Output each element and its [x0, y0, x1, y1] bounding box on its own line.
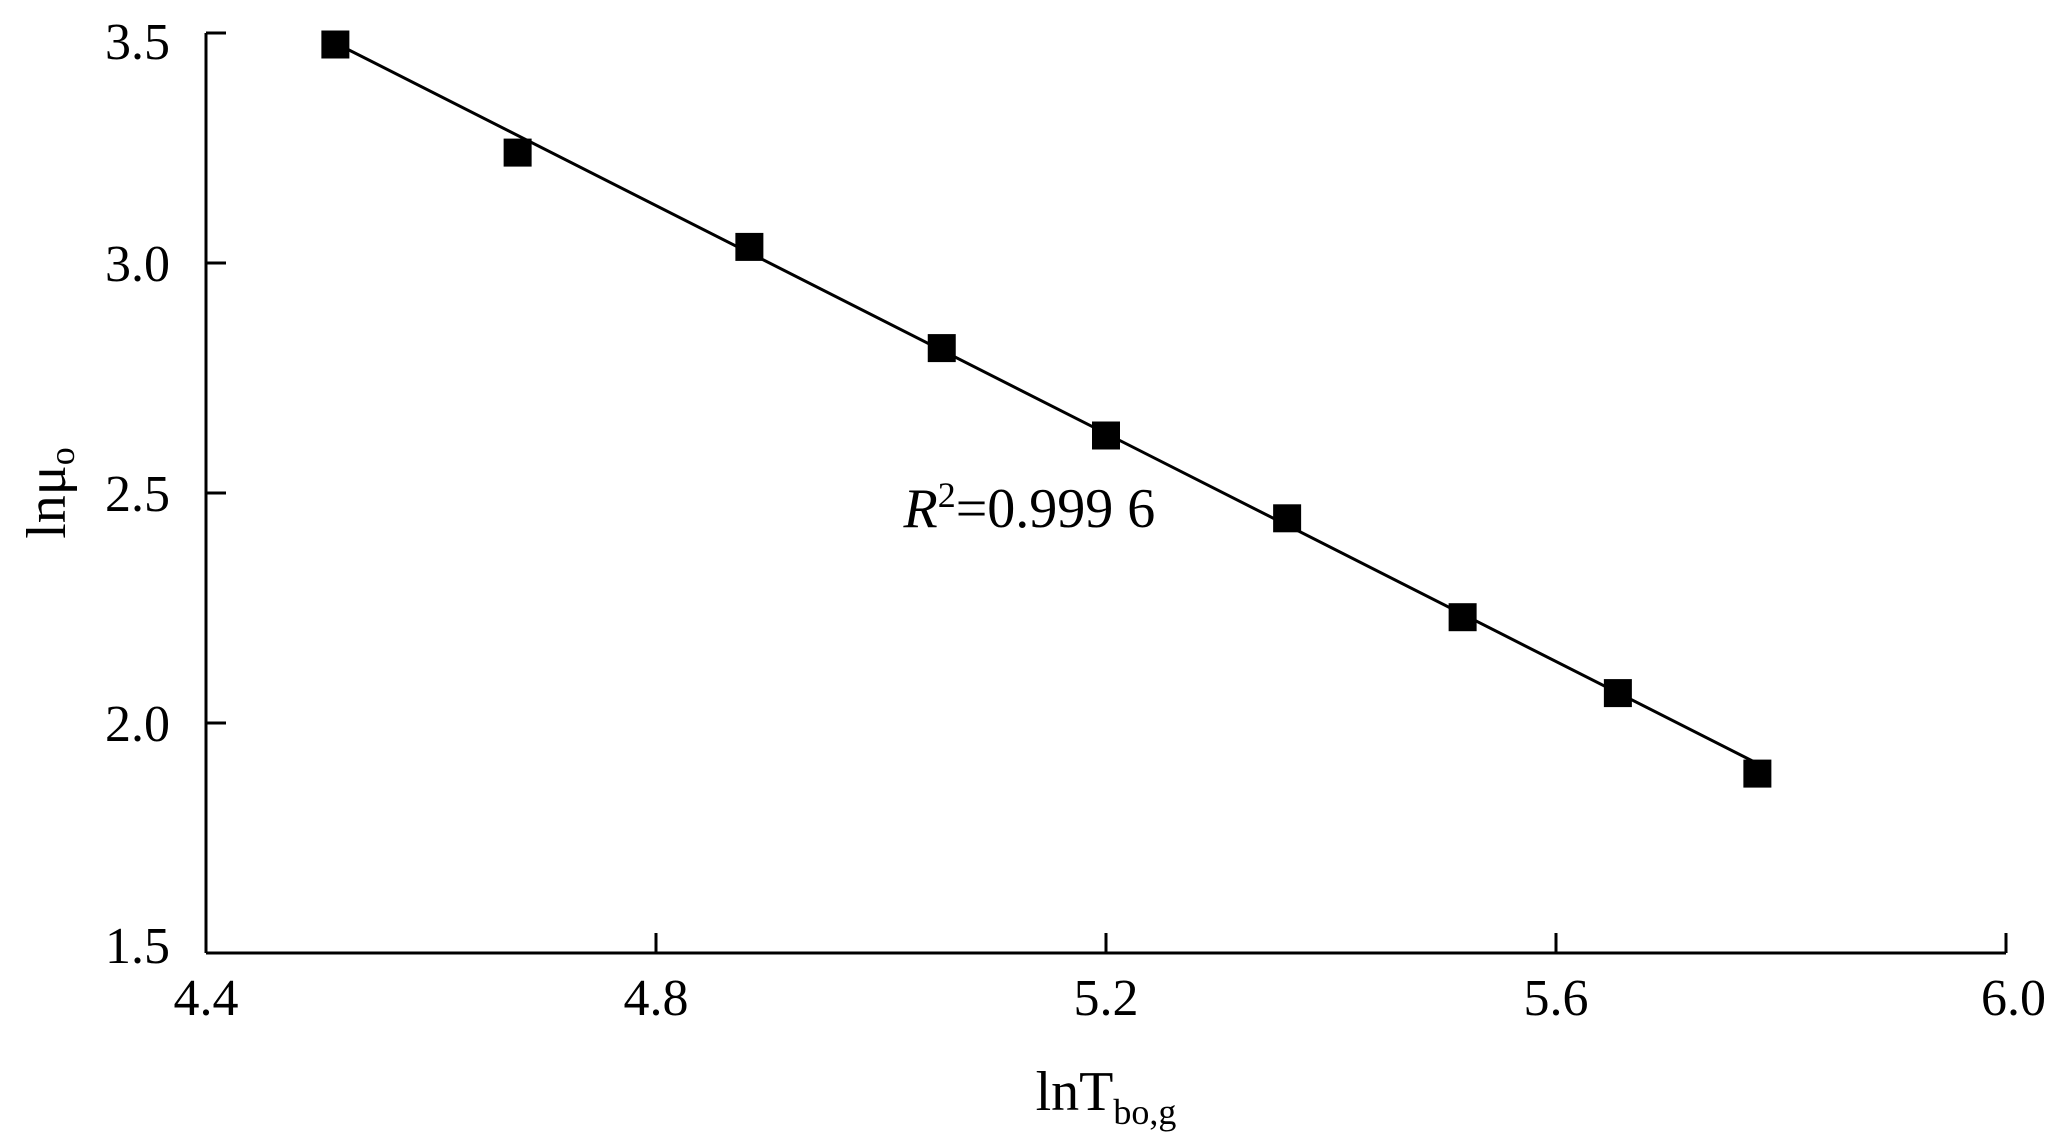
y-axis-title-sub: o [42, 447, 82, 465]
data-point [1273, 504, 1302, 533]
y-axis-title-main: lnμ [16, 465, 78, 539]
data-point [735, 232, 764, 261]
annotation-value: =0.999 6 [956, 478, 1156, 540]
data-point [927, 334, 956, 363]
y-tick-label: 2.5 [105, 466, 170, 523]
data-point [503, 138, 532, 167]
data-point [1092, 421, 1120, 450]
y-tick-label: 2.0 [105, 696, 170, 753]
annotation-base: R [903, 478, 938, 540]
r-squared-annotation: R2=0.999 6 [903, 475, 1156, 540]
x-tick-label: 5.2 [1074, 970, 1139, 1027]
x-tick-label: 4.8 [624, 970, 689, 1027]
y-tick-label: 3.5 [105, 14, 170, 71]
x-axis-title-main: lnT [1036, 1061, 1114, 1123]
ticks: 4.4 4.8 5.2 5.6 6.0 1.5 2.0 2.5 3.0 3.5 [105, 14, 2046, 1027]
annotations: R2=0.999 6 [903, 475, 1156, 540]
y-tick-label: 3.0 [105, 236, 170, 293]
data-point [321, 30, 350, 59]
data-points [321, 30, 1772, 788]
data-point [1603, 679, 1632, 708]
x-axis-title-sub: bo,g [1113, 1092, 1176, 1132]
x-axis-title: lnTbo,g [1036, 1061, 1177, 1132]
fit-line-group [334, 41, 1759, 765]
x-tick-label: 4.4 [174, 970, 239, 1027]
x-tick-label: 6.0 [1981, 970, 2046, 1027]
y-axis-title: lnμo [16, 447, 82, 539]
annotation-sup: 2 [938, 475, 956, 515]
y-tick-label: 1.5 [105, 918, 170, 975]
fit-line [334, 41, 1759, 765]
data-point [1743, 759, 1772, 788]
x-tick-label: 5.6 [1524, 970, 1589, 1027]
data-point [1448, 603, 1477, 632]
